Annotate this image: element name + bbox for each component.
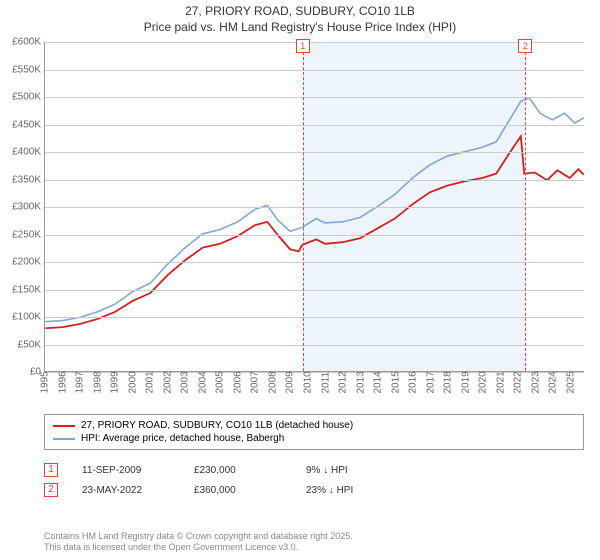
x-axis-label: 2000	[127, 371, 138, 393]
x-axis-label: 2001	[145, 371, 156, 393]
chart-title: 27, PRIORY ROAD, SUDBURY, CO10 1LB	[0, 0, 600, 20]
marker-num: 2	[44, 483, 58, 497]
legend-label-2: HPI: Average price, detached house, Babe…	[81, 433, 284, 444]
x-axis-label: 2017	[425, 371, 436, 393]
chart-subtitle: Price paid vs. HM Land Registry's House …	[0, 20, 600, 40]
y-axis-label: £550K	[5, 64, 41, 75]
y-axis-label: £350K	[5, 174, 41, 185]
y-axis-label: £200K	[5, 257, 41, 268]
y-axis-label: £100K	[5, 312, 41, 323]
legend-label-1: 27, PRIORY ROAD, SUDBURY, CO10 1LB (deta…	[81, 420, 353, 431]
x-axis-label: 2005	[215, 371, 226, 393]
x-axis-label: 2008	[267, 371, 278, 393]
x-axis-label: 2023	[530, 371, 541, 393]
y-axis-label: £300K	[5, 202, 41, 213]
marker-row: 1 11-SEP-2009 £230,000 9% ↓ HPI	[44, 460, 394, 480]
chart-marker: 1	[296, 39, 310, 53]
y-axis-label: £450K	[5, 119, 41, 130]
x-axis-label: 2013	[355, 371, 366, 393]
x-axis-label: 2006	[232, 371, 243, 393]
legend-swatch-2	[53, 438, 75, 440]
legend-item: 27, PRIORY ROAD, SUDBURY, CO10 1LB (deta…	[53, 419, 575, 432]
marker-delta: 23% ↓ HPI	[306, 485, 394, 496]
x-axis-label: 2018	[443, 371, 454, 393]
legend-swatch-1	[53, 425, 75, 427]
marker-price: £230,000	[194, 465, 282, 476]
y-axis-label: £500K	[5, 92, 41, 103]
x-axis-label: 2009	[285, 371, 296, 393]
x-axis-label: 2014	[373, 371, 384, 393]
x-axis-label: 1998	[92, 371, 103, 393]
y-axis-label: £0	[5, 367, 41, 378]
x-axis-label: 2002	[162, 371, 173, 393]
x-axis-label: 2020	[478, 371, 489, 393]
marker-date: 11-SEP-2009	[82, 465, 170, 476]
chart-marker: 2	[518, 39, 532, 53]
x-axis-label: 2024	[548, 371, 559, 393]
x-axis-label: 1995	[40, 371, 51, 393]
legend-item: HPI: Average price, detached house, Babe…	[53, 432, 575, 445]
marker-price: £360,000	[194, 485, 282, 496]
x-axis-label: 2015	[390, 371, 401, 393]
x-axis-label: 1997	[75, 371, 86, 393]
x-axis-label: 2012	[338, 371, 349, 393]
x-axis-label: 1999	[110, 371, 121, 393]
x-axis-label: 2010	[302, 371, 313, 393]
x-axis-label: 2025	[565, 371, 576, 393]
marker-delta: 9% ↓ HPI	[306, 465, 394, 476]
x-axis-label: 2004	[197, 371, 208, 393]
x-axis-label: 2022	[513, 371, 524, 393]
y-axis-label: £400K	[5, 147, 41, 158]
marker-date: 23-MAY-2022	[82, 485, 170, 496]
y-axis-label: £150K	[5, 284, 41, 295]
chart-legend: 27, PRIORY ROAD, SUDBURY, CO10 1LB (deta…	[44, 414, 584, 450]
x-axis-label: 2007	[250, 371, 261, 393]
chart-plot-area: £0£50K£100K£150K£200K£250K£300K£350K£400…	[44, 42, 584, 372]
x-axis-label: 2003	[180, 371, 191, 393]
x-axis-label: 2019	[460, 371, 471, 393]
marker-row: 2 23-MAY-2022 £360,000 23% ↓ HPI	[44, 480, 394, 500]
x-axis-label: 2011	[320, 372, 331, 394]
y-axis-label: £250K	[5, 229, 41, 240]
x-axis-label: 1996	[57, 371, 68, 393]
footer-attribution: Contains HM Land Registry data © Crown c…	[44, 531, 353, 554]
markers-table: 1 11-SEP-2009 £230,000 9% ↓ HPI 2 23-MAY-2022…	[44, 460, 394, 500]
x-axis-label: 2016	[408, 371, 419, 393]
x-axis-label: 2021	[495, 371, 506, 393]
y-axis-label: £50K	[5, 339, 41, 350]
marker-num: 1	[44, 463, 58, 477]
y-axis-label: £600K	[5, 37, 41, 48]
